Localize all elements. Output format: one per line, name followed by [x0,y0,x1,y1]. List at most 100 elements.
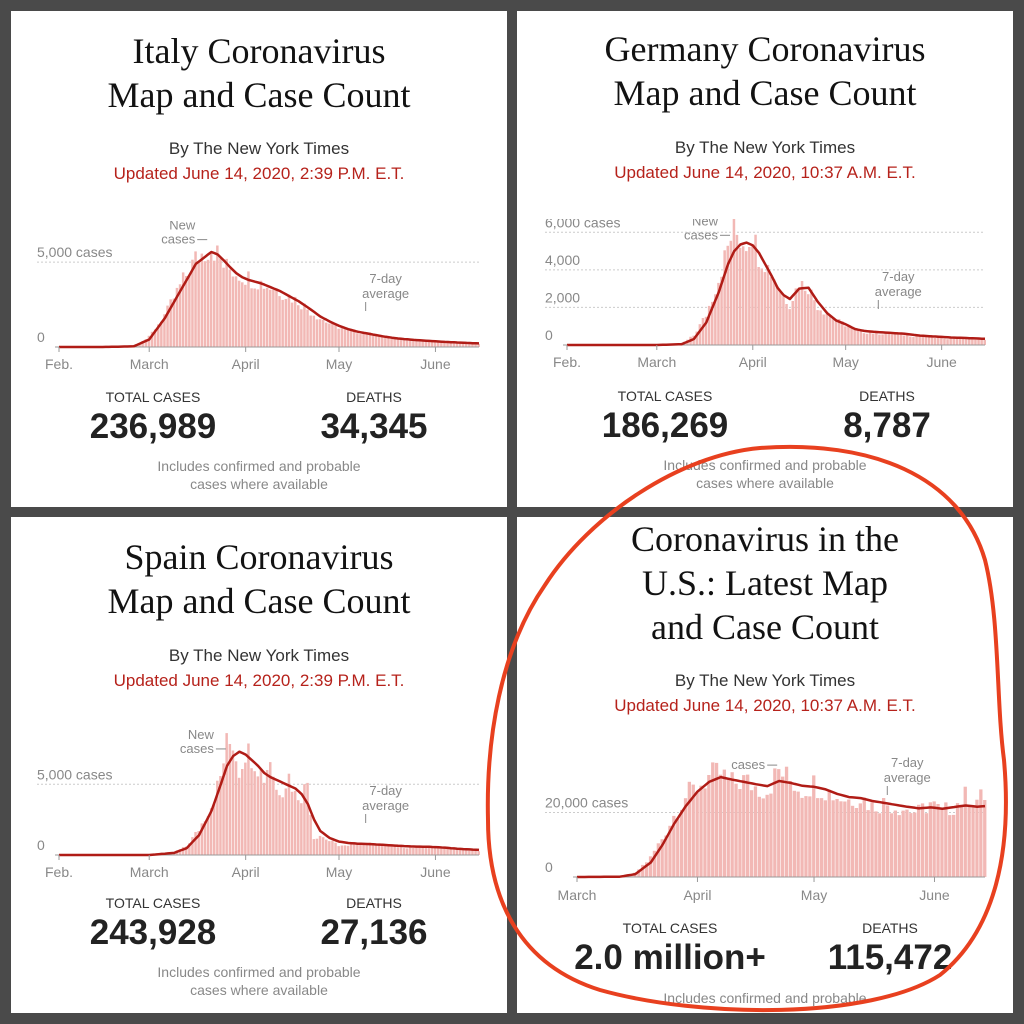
total-cases-label: TOTAL CASES [617,388,713,404]
total-cases-value: 186,269 [601,406,729,445]
bar [244,762,247,855]
bar [698,324,702,345]
bar [948,815,952,877]
y-tick-label: 6,000 cases [545,219,621,230]
bar [952,814,956,877]
bar [902,335,906,345]
average-series-label: average [362,798,409,813]
bar [905,809,909,877]
bar [297,305,300,347]
bar [325,839,328,855]
bar [896,333,900,345]
footnote: Includes confirmed and probable cases wh… [11,457,507,493]
bar [334,842,337,855]
bar [172,298,176,347]
bar [717,282,720,345]
bar [222,763,225,855]
bar [792,790,796,877]
bar [293,296,297,347]
bar [850,805,855,877]
bar [269,762,272,855]
bar [777,769,781,877]
deaths-label: DEATHS [346,389,402,405]
bar [769,793,773,877]
bar [909,813,913,877]
bar [387,845,390,855]
bar [424,340,428,347]
bar [293,790,297,855]
bar [421,340,424,347]
bar [284,788,288,855]
bar [940,808,944,877]
bar [359,844,362,855]
bar [209,808,213,855]
bar [157,324,160,347]
bar [850,327,853,345]
total-cases-label: TOTAL CASES [622,920,718,936]
bar [191,837,194,855]
bar [901,810,905,877]
bar-series-label: cases [180,741,214,756]
bar [185,846,188,855]
bar [256,289,260,347]
bar [936,804,940,877]
title-line: Germany Coronavirus [604,29,926,69]
bar [153,329,157,347]
bar [917,804,921,877]
bar [477,851,480,855]
bar [741,246,745,345]
x-tick-label: June [420,356,451,372]
average-line [59,750,480,857]
footnote: Includes confirmed and probable cases wh… [517,456,1013,492]
bar [701,318,705,345]
byline: By The New York Times [168,646,350,665]
bar [396,339,400,347]
bar [680,809,684,877]
bar [166,305,169,347]
bar [881,334,884,345]
bar [377,335,381,347]
bar [785,304,788,345]
bar [794,288,798,345]
bar [834,321,838,345]
bar [906,334,909,345]
bar [203,261,207,347]
bar [213,802,216,855]
bar [854,808,859,877]
bar [835,799,839,877]
bar [381,844,384,855]
bar [433,846,437,855]
bar [958,337,962,345]
bar [757,796,761,877]
bar [300,803,303,855]
panel-spain: Spain Coronavirus Map and Case Count By … [11,517,507,1013]
title-line: Spain Coronavirus [124,537,394,577]
bar [169,299,172,347]
y-tick-label: 0 [545,327,553,343]
bar [387,337,390,347]
bar [178,284,182,347]
bar [160,321,163,347]
bar [841,321,844,345]
bar [237,777,241,855]
bar [343,327,347,347]
bar [872,333,875,345]
byline: By The New York Times [168,139,350,158]
x-tick-label: March [130,864,169,880]
bar [915,336,918,345]
bar [303,303,306,347]
bar [306,782,309,855]
bar [284,299,288,347]
bar-series-label: New [188,729,215,742]
bar [206,816,210,855]
bar [452,848,456,855]
bar [206,259,210,347]
bar [231,276,235,347]
y-tick-label: 0 [545,859,553,875]
bar [455,342,459,347]
footnote-line: cases where available [696,475,834,491]
bar [870,802,874,877]
bar [676,818,680,877]
bar [334,323,337,347]
bar [810,289,813,345]
